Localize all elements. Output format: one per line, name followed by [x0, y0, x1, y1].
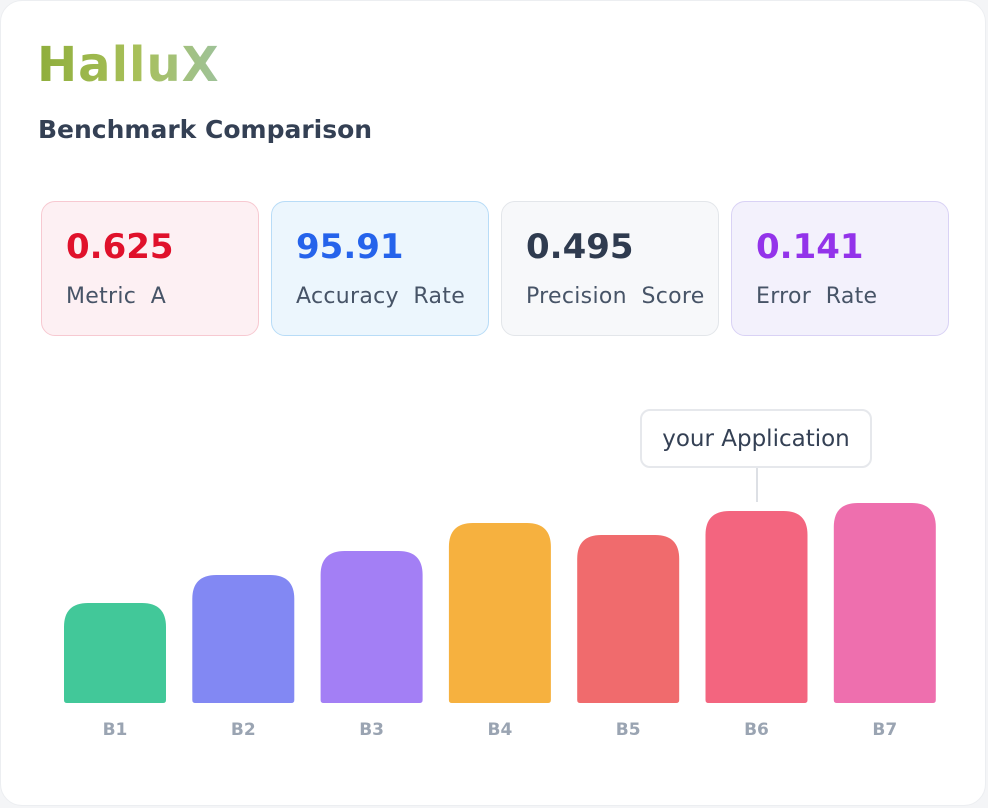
x-tick-label-b2: B2	[231, 720, 256, 740]
metric-label: Accuracy Rate	[296, 284, 466, 309]
x-tick-label-b7: B7	[872, 720, 897, 740]
x-tick-label-b4: B4	[488, 720, 513, 740]
bar-b6	[705, 511, 808, 703]
callout-text: your Application	[662, 425, 850, 452]
brand-logo: HalluX	[37, 37, 220, 93]
metric-value: 0.495	[526, 227, 634, 267]
callout-your-application: your Application	[640, 409, 872, 468]
bar-b3	[320, 551, 423, 703]
metric-value: 95.91	[296, 227, 404, 267]
metric-card-error-rate: 0.141 Error Rate	[731, 201, 949, 336]
page-subtitle: Benchmark Comparison	[38, 115, 373, 144]
x-tick-label-b6: B6	[744, 720, 769, 740]
bar-b7	[833, 503, 936, 703]
bar-b4	[448, 523, 551, 703]
callout-connector	[756, 468, 758, 502]
metric-label: Metric A	[66, 284, 167, 309]
metric-value: 0.141	[756, 227, 864, 267]
metric-card-metric-a: 0.625 Metric A	[41, 201, 259, 336]
bar-b1	[64, 603, 166, 703]
x-tick-label-b5: B5	[616, 720, 641, 740]
metric-label: Precision Score	[526, 284, 705, 309]
metric-label: Error Rate	[756, 284, 878, 309]
benchmark-bar-chart: B1 B2 B3 B4 B5 B6 B7	[64, 503, 936, 740]
metric-value: 0.625	[66, 227, 174, 267]
metric-card-accuracy-rate: 95.91 Accuracy Rate	[271, 201, 489, 336]
bar-b2	[192, 575, 295, 703]
x-tick-label-b3: B3	[359, 720, 384, 740]
x-tick-label-b1: B1	[103, 720, 128, 740]
bar-b5	[577, 535, 680, 703]
metric-card-precision-score: 0.495 Precision Score	[501, 201, 719, 336]
